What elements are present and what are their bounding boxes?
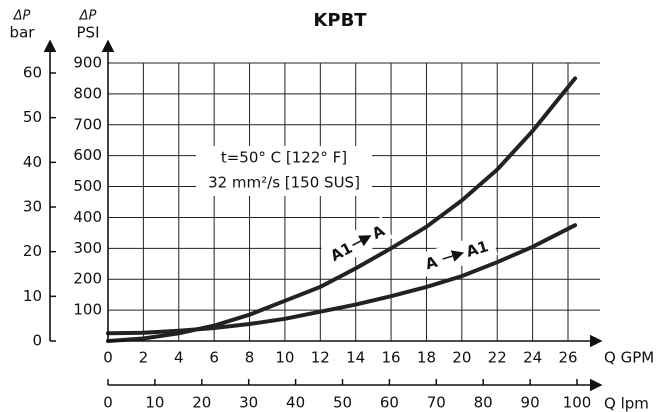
x-tick-label: 22 xyxy=(488,349,507,367)
axis-label: Q GPM xyxy=(604,349,654,367)
y-tick-label: 900 xyxy=(73,54,102,72)
x-tick-label: 10 xyxy=(275,349,294,367)
y-tick-label: 500 xyxy=(73,177,102,195)
label-arrow xyxy=(352,235,372,247)
bar-tick-label: 10 xyxy=(23,287,42,305)
label-to: A1 xyxy=(464,237,490,261)
x-tick-label: 4 xyxy=(174,349,184,367)
x-tick-label: 24 xyxy=(523,349,542,367)
x2-tick-label: 50 xyxy=(333,394,352,412)
label-from: A xyxy=(423,253,440,274)
x2-tick-label: 40 xyxy=(286,394,305,412)
axis-label: ΔP xyxy=(79,9,97,24)
y-tick-label: 800 xyxy=(73,84,102,102)
annotation-bg xyxy=(196,146,372,196)
y-tick-label: 100 xyxy=(73,301,102,319)
x2-tick-label: 0 xyxy=(103,394,113,412)
bar-tick-label: 20 xyxy=(23,242,42,260)
curve xyxy=(106,76,578,343)
bar-tick-label: 0 xyxy=(32,332,42,350)
bar-tick-label: 40 xyxy=(23,153,42,171)
x2-tick-label: 70 xyxy=(427,394,446,412)
x-tick-label: 14 xyxy=(346,349,365,367)
axis-label: Q lpm xyxy=(604,395,649,412)
axis-label: bar xyxy=(10,24,36,42)
x2-tick-label: 100 xyxy=(563,394,592,412)
y-tick-label: 300 xyxy=(73,239,102,257)
x2-tick-label: 30 xyxy=(239,394,258,412)
x-tick-label: 8 xyxy=(245,349,255,367)
bar-tick-label: 30 xyxy=(23,198,42,216)
chart-title: KPBT xyxy=(313,10,367,31)
bar-tick-label: 60 xyxy=(23,64,42,82)
curve-label: A A1 xyxy=(414,231,498,279)
annotation: 32 mm²/s [150 SUS] xyxy=(208,174,360,192)
bar-tick-label: 50 xyxy=(23,108,42,126)
x-tick-label: 20 xyxy=(452,349,471,367)
x-tick-label: 6 xyxy=(209,349,219,367)
y-tick-label: 400 xyxy=(73,208,102,226)
x-tick-label: 12 xyxy=(311,349,330,367)
x2-tick-label: 10 xyxy=(145,394,164,412)
grid xyxy=(107,62,600,341)
annotation: t=50° C [122° F] xyxy=(221,149,347,167)
x-tick-label: 16 xyxy=(382,349,401,367)
curve xyxy=(106,223,578,336)
x2-tick-label: 20 xyxy=(192,394,211,412)
curves xyxy=(106,76,578,343)
axis-label: ΔP xyxy=(13,9,31,24)
x-tick-label: 18 xyxy=(417,349,436,367)
x-tick-label: 26 xyxy=(558,349,577,367)
x-tick-label: 2 xyxy=(139,349,149,367)
x2-tick-label: 60 xyxy=(380,394,399,412)
y-tick-label: 200 xyxy=(73,270,102,288)
x2-tick-label: 80 xyxy=(474,394,493,412)
curve-label: A1 A xyxy=(321,216,393,270)
y-tick-label: 600 xyxy=(73,146,102,164)
label-arrow xyxy=(442,250,465,262)
y-tick-label: 700 xyxy=(73,115,102,133)
axis-label: PSI xyxy=(77,24,100,42)
x2-tick-label: 90 xyxy=(521,394,540,412)
x-tick-label: 0 xyxy=(103,349,113,367)
